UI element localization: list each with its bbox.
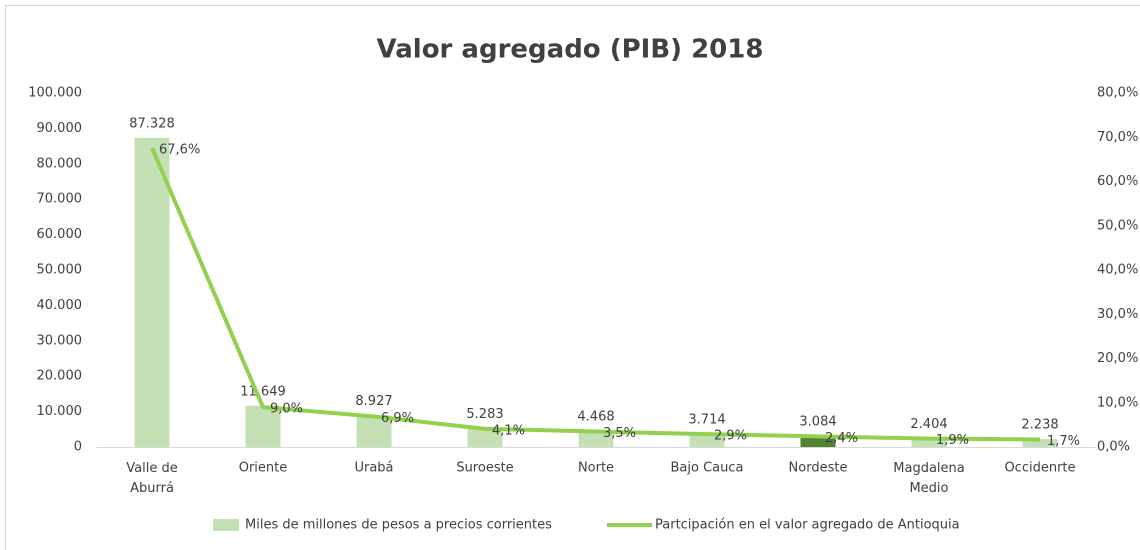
- bar-value-label: 11.649: [240, 384, 286, 399]
- bar-value-label: 5.283: [466, 407, 503, 422]
- bar: [134, 137, 170, 447]
- bar-value-label: 3.714: [688, 412, 725, 427]
- y2-tick-label: 40,0%: [1097, 263, 1138, 278]
- bar: [356, 415, 392, 447]
- line-value-label: 67,6%: [159, 142, 200, 157]
- line-value-label: 4,1%: [492, 423, 525, 438]
- x-tick-label: Occidenrte: [1004, 461, 1075, 476]
- line-value-label: 2,4%: [825, 431, 858, 446]
- x-tick-label: Magdalena Medio: [893, 461, 964, 496]
- x-tick-label: Suroeste: [456, 461, 513, 476]
- bar: [689, 433, 725, 447]
- y-tick-label: 10.000: [37, 404, 83, 419]
- bar-value-label: 4.468: [577, 410, 614, 425]
- y-tick-label: 100.000: [28, 86, 82, 101]
- bar: [911, 438, 947, 447]
- y-tick-label: 30.000: [37, 333, 83, 348]
- x-tick-label: Valle de Aburrá: [126, 461, 177, 496]
- y2-tick-label: 50,0%: [1097, 218, 1138, 233]
- x-tick-label: Bajo Cauca: [671, 461, 744, 476]
- y2-tick-label: 60,0%: [1097, 174, 1138, 189]
- bar-value-label: 87.328: [129, 116, 175, 131]
- line-value-label: 3,5%: [603, 426, 636, 441]
- y-tick-label: 60.000: [37, 227, 83, 242]
- chart-frame: [5, 5, 1140, 550]
- y-tick-label: 0: [74, 440, 82, 455]
- y-tick-label: 40.000: [37, 298, 83, 313]
- y2-tick-label: 70,0%: [1097, 130, 1138, 145]
- y2-tick-label: 80,0%: [1097, 86, 1138, 101]
- bar: [800, 436, 836, 447]
- bar: [578, 431, 614, 447]
- y-tick-label: 50.000: [37, 263, 83, 278]
- y-tick-label: 20.000: [37, 369, 83, 384]
- bar-value-label: 3.084: [799, 415, 836, 430]
- y-tick-label: 80.000: [37, 156, 83, 171]
- bar: [467, 428, 503, 447]
- line-value-label: 1,9%: [936, 433, 969, 448]
- line-value-label: 9,0%: [270, 402, 303, 417]
- x-tick-label: Norte: [578, 461, 614, 476]
- y-tick-label: 70.000: [37, 192, 83, 207]
- line-value-label: 6,9%: [381, 411, 414, 426]
- legend-label: Miles de millones de pesos a precios cor…: [245, 518, 552, 533]
- y-tick-label: 90.000: [37, 121, 83, 136]
- line: [150, 147, 1041, 442]
- bar-value-label: 2.404: [910, 417, 947, 432]
- line-value-label: 2,9%: [714, 429, 747, 444]
- y2-tick-label: 30,0%: [1097, 307, 1138, 322]
- bar: [1022, 439, 1058, 447]
- x-tick-label: Urabá: [354, 461, 393, 476]
- y2-tick-label: 20,0%: [1097, 351, 1138, 366]
- bar: [245, 405, 281, 447]
- chart-title: Valor agregado (PIB) 2018: [377, 35, 764, 65]
- x-tick-label: Nordeste: [789, 461, 848, 476]
- legend-swatch: [213, 519, 239, 531]
- line-value-label: 1,7%: [1047, 434, 1080, 449]
- y2-tick-label: 0,0%: [1097, 440, 1130, 455]
- legend-label: Partcipación en el valor agregado de Ant…: [655, 518, 960, 533]
- y2-tick-label: 10,0%: [1097, 395, 1138, 410]
- bar-value-label: 2.238: [1021, 418, 1058, 433]
- x-tick-label: Oriente: [239, 461, 288, 476]
- bar-value-label: 8.927: [355, 394, 392, 409]
